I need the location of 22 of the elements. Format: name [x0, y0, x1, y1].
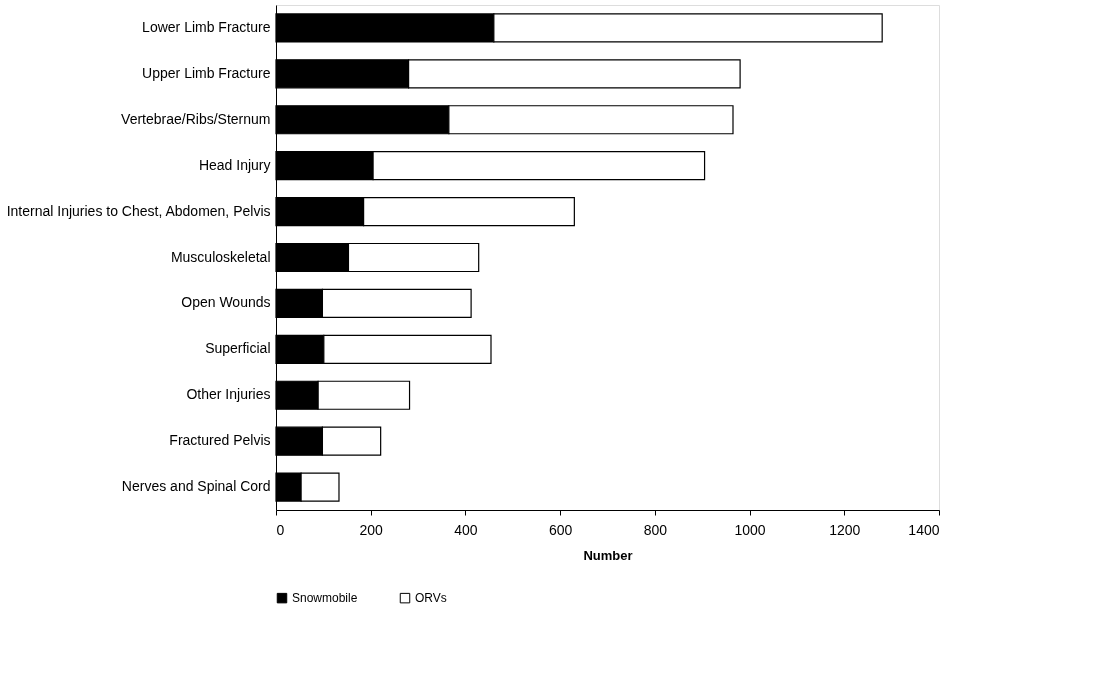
y-tick-label: Fractured Pelvis: [169, 432, 271, 449]
y-tick-label: Superficial: [205, 340, 271, 357]
x-tick-label: 400: [454, 521, 478, 538]
x-tick-label: 200: [359, 521, 384, 538]
y-tick-label: Upper Limb Fracture: [142, 64, 271, 81]
x-tick-label: 600: [548, 521, 573, 538]
x-tick-label: 1200: [829, 521, 861, 538]
x-axis-title: Number: [583, 547, 633, 563]
x-tick-label: 0: [276, 521, 285, 538]
x-tick-label: 800: [643, 521, 668, 538]
y-tick-label: Vertebrae/Ribs/Sternum: [121, 110, 271, 127]
y-tick-label: Internal Injuries to Chest, Abdomen, Pelvis: [6, 202, 271, 219]
y-tick-label: Head Injury: [198, 156, 271, 173]
legend-label: Snowmobile: [292, 591, 358, 606]
legend-label: ORVs: [415, 591, 447, 606]
x-tick-label: 1400: [908, 521, 940, 538]
y-tick-label: Musculoskeletal: [170, 248, 271, 265]
x-tick-label: 1000: [734, 521, 766, 538]
y-tick-label: Nerves and Spinal Cord: [121, 478, 271, 495]
y-tick-label: Other Injuries: [186, 386, 271, 403]
y-tick-label: Open Wounds: [181, 294, 271, 311]
y-tick-label: Lower Limb Fracture: [142, 18, 271, 35]
